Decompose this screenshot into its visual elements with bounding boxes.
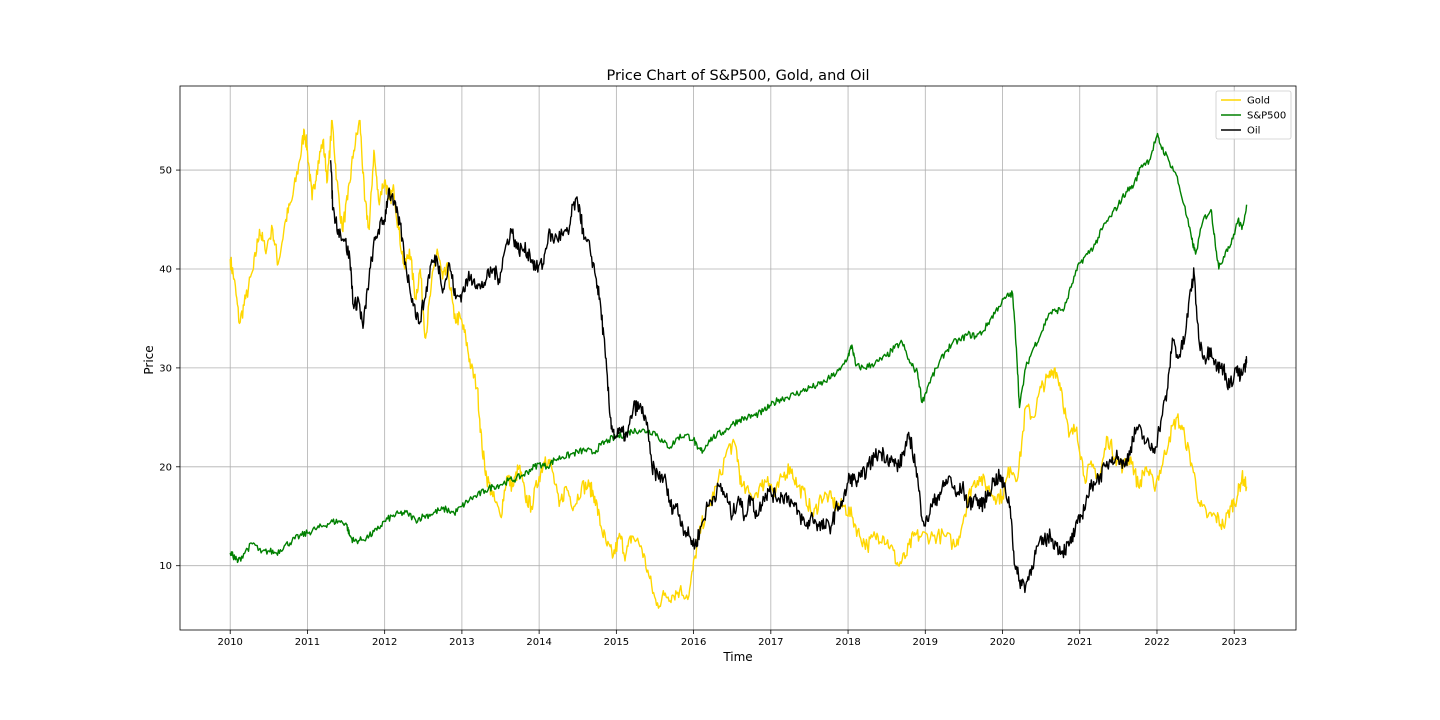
plot-frame <box>179 85 1297 631</box>
legend-label: Oil <box>1247 126 1260 137</box>
legend-label: Gold <box>1247 96 1270 107</box>
y-tick-label: 30 <box>159 363 172 374</box>
x-tick-label: 2016 <box>681 637 706 648</box>
series-line-oil <box>329 160 1248 594</box>
legend: Gold S&P500 Oil <box>1215 90 1292 140</box>
chart-title: Price Chart of S&P500, Gold, and Oil <box>606 68 869 84</box>
x-tick-label: 2021 <box>1067 637 1092 648</box>
y-tick-label: 20 <box>159 462 172 473</box>
y-tick-label: 10 <box>159 561 172 572</box>
x-tick-label: 2014 <box>526 637 551 648</box>
series-line-sp500 <box>229 132 1248 564</box>
grid <box>180 86 1296 630</box>
x-tick-label: 2011 <box>295 637 320 648</box>
y-tick-label: 40 <box>159 264 172 275</box>
x-axis-label: Time <box>722 650 752 664</box>
x-tick-label: 2018 <box>835 637 860 648</box>
x-tick-label: 2013 <box>449 637 474 648</box>
x-tick-label: 2019 <box>913 637 938 648</box>
series-line-gold <box>229 119 1248 609</box>
series-layer <box>229 119 1248 609</box>
x-tick-label: 2015 <box>604 637 629 648</box>
legend-box <box>1215 90 1292 140</box>
x-tick-label: 2010 <box>217 637 242 648</box>
y-axis-label: Price <box>142 345 156 374</box>
legend-label: S&P500 <box>1247 111 1286 122</box>
ticks: 2010 2011 2012 2013 2014 2015 2016 2017 2018 2019… <box>159 166 1247 648</box>
y-tick-label: 50 <box>159 166 172 177</box>
x-tick-label: 2022 <box>1144 637 1169 648</box>
x-tick-label: 2020 <box>990 637 1015 648</box>
x-tick-label: 2012 <box>372 637 397 648</box>
x-tick-label: 2023 <box>1221 637 1246 648</box>
x-tick-label: 2017 <box>758 637 783 648</box>
